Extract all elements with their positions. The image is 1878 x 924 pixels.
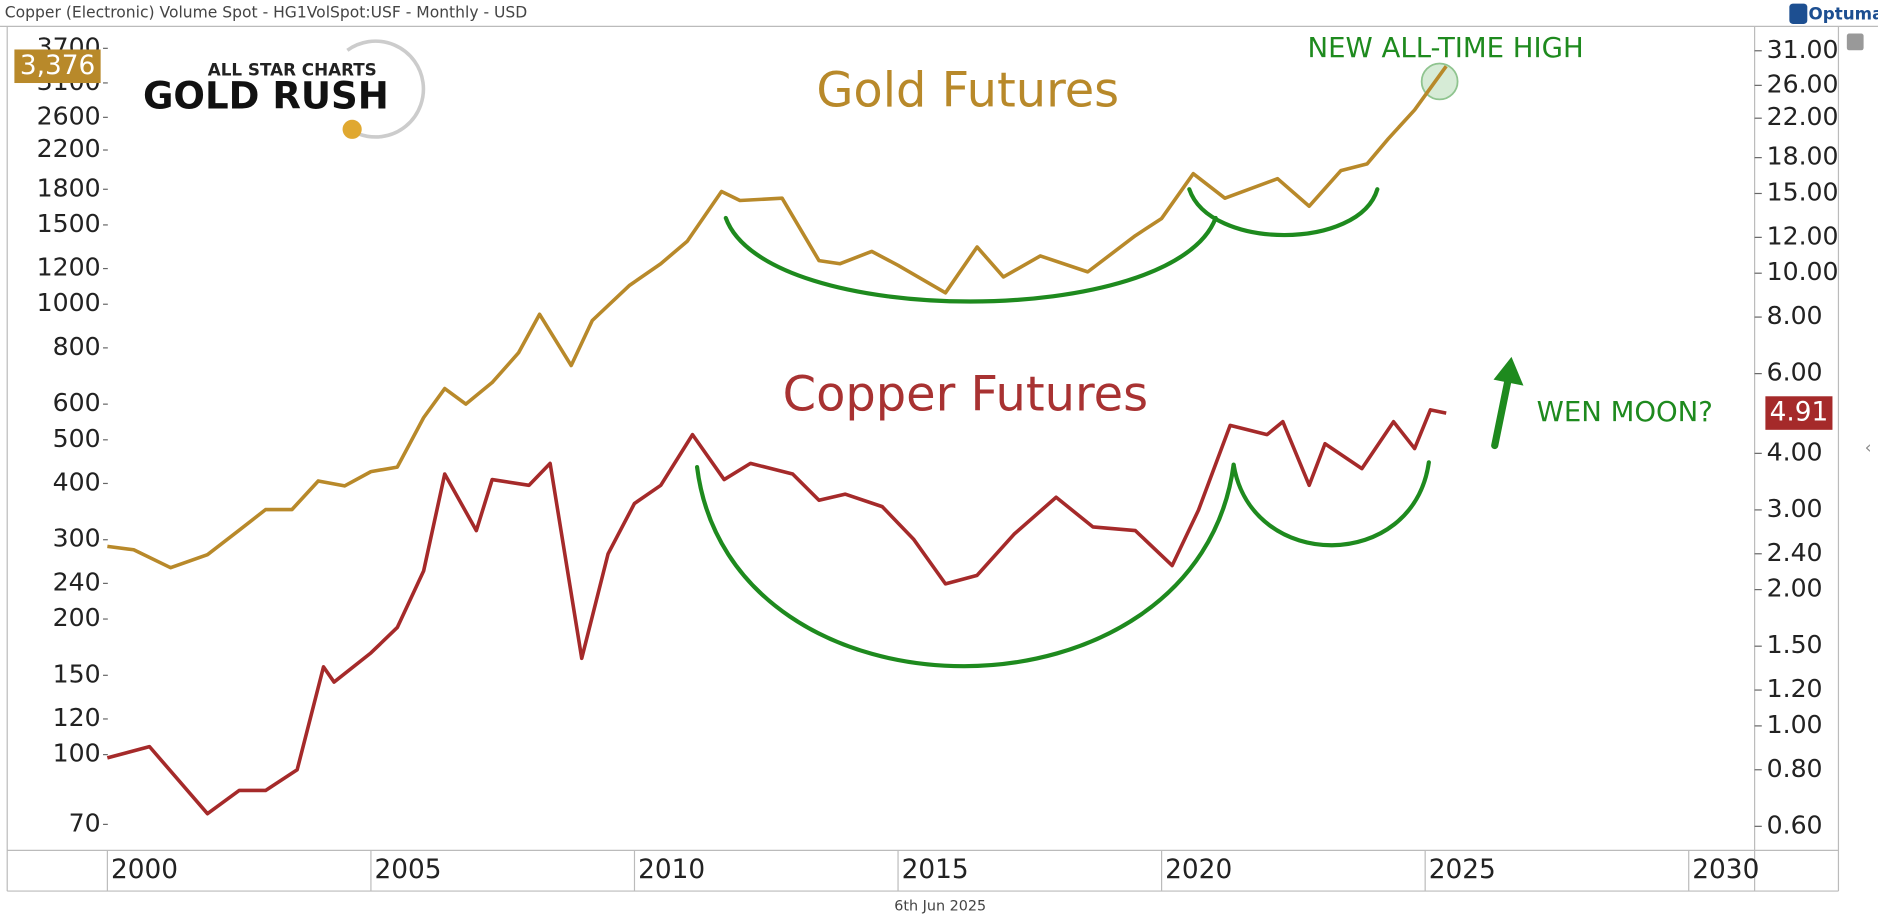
y2-tick-label: 26.00 <box>1767 69 1839 98</box>
brand-icon <box>1789 3 1808 24</box>
y-tick-label: 70 <box>69 808 101 837</box>
y2-tick-label: 1.00 <box>1767 710 1823 739</box>
x-tick-label: 2005 <box>375 855 442 885</box>
pattern-arcs <box>694 187 1512 669</box>
lock-icon[interactable] <box>1846 33 1864 51</box>
y2-tick-label: 1.50 <box>1767 630 1823 659</box>
y-tick-label: 1500 <box>37 209 101 238</box>
logo-arc <box>346 39 426 139</box>
y2-tick-label: 12.00 <box>1767 221 1839 250</box>
y2-tick-label: 31.00 <box>1767 35 1839 64</box>
y-tick-label: 1800 <box>37 173 101 202</box>
y2-tick-label: 1.20 <box>1767 674 1823 703</box>
y2-tick-label: 15.00 <box>1767 177 1839 206</box>
y-tick-label: 1200 <box>37 253 101 282</box>
x-tick-label: 2010 <box>638 855 705 885</box>
x-tick-label: 2020 <box>1165 855 1232 885</box>
y2-tick-label: 4.00 <box>1767 437 1823 466</box>
y-tick-label: 240 <box>53 567 101 596</box>
annotation: NEW ALL-TIME HIGH <box>1308 32 1584 64</box>
y-tick-label: 600 <box>53 388 101 417</box>
arc <box>694 462 1236 669</box>
x-tick-label: 2030 <box>1692 855 1759 885</box>
x-tick-label: 2000 <box>111 855 178 885</box>
arrow-head <box>1493 356 1524 386</box>
footer-date: 6th Jun 2025 <box>894 899 986 915</box>
y-tick-label: 300 <box>53 524 101 553</box>
arc <box>723 215 1218 304</box>
brand: Optuma <box>1809 3 1878 23</box>
y2-tick-label: 2.40 <box>1767 538 1823 567</box>
y-tick-label: 1000 <box>37 288 101 317</box>
y-tick-label: 400 <box>53 467 101 496</box>
series-line <box>107 65 1448 570</box>
logo-line2: GOLD RUSH <box>143 75 389 118</box>
arc <box>1187 187 1380 237</box>
y2-tick-label: 10.00 <box>1767 257 1839 286</box>
y2-tick-label: 6.00 <box>1767 358 1823 387</box>
y-tick-label: 2600 <box>37 101 101 130</box>
arrow-shaft <box>1491 377 1512 450</box>
y2-tick-label: 3.00 <box>1767 494 1823 523</box>
series-label: Copper Futures <box>783 368 1148 423</box>
price-label: 4.91 <box>1770 398 1829 428</box>
y2-tick-label: 0.80 <box>1767 754 1823 783</box>
series-line <box>106 408 1447 816</box>
price-label: 3,376 <box>20 51 95 81</box>
price-badge <box>1765 396 1833 430</box>
x-tick-label: 2015 <box>902 855 969 885</box>
y-tick-label: 200 <box>53 603 101 632</box>
y-tick-label: 150 <box>53 659 101 688</box>
price-badge <box>14 49 101 84</box>
arc <box>1231 460 1431 548</box>
logo-line1: ALL STAR CHARTS <box>208 60 377 80</box>
series-label: Gold Futures <box>816 63 1119 118</box>
y2-tick-label: 18.00 <box>1767 142 1839 171</box>
y2-tick-label: 2.00 <box>1767 574 1823 603</box>
y-tick-label: 2200 <box>37 134 101 163</box>
y-tick-label: 800 <box>53 332 101 361</box>
y-tick-label: 500 <box>53 424 101 453</box>
annotation: WEN MOON? <box>1537 396 1713 428</box>
y2-tick-label: 0.60 <box>1767 810 1823 839</box>
x-tick-label: 2025 <box>1429 855 1496 885</box>
y2-tick-label: 22.00 <box>1767 102 1839 131</box>
y-tick-label: 100 <box>53 739 101 768</box>
collapse-handle[interactable]: ‹ <box>1865 437 1872 457</box>
logo-nugget <box>342 119 362 139</box>
y-tick-label: 120 <box>53 703 101 732</box>
y2-tick-label: 8.00 <box>1767 301 1823 330</box>
header-title: Copper (Electronic) Volume Spot - HG1Vol… <box>5 4 527 22</box>
